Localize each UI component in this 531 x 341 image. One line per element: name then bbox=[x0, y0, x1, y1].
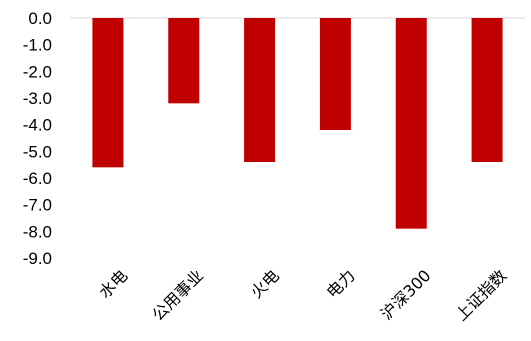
y-tick-label: 0.0 bbox=[28, 9, 52, 28]
bar-1 bbox=[168, 18, 200, 104]
bar-4 bbox=[395, 18, 427, 229]
y-tick-label: -1.0 bbox=[23, 36, 52, 55]
y-tick-label: -6.0 bbox=[23, 169, 52, 188]
bar-0 bbox=[92, 18, 124, 168]
y-tick-label: -4.0 bbox=[23, 116, 52, 135]
x-tick-label: 公用事业 bbox=[148, 266, 207, 325]
y-tick-label: -3.0 bbox=[23, 89, 52, 108]
y-tick-label: -8.0 bbox=[23, 222, 52, 241]
bar-5 bbox=[471, 18, 503, 162]
x-tick-label: 沪深300 bbox=[377, 266, 435, 324]
y-tick-label: -9.0 bbox=[23, 249, 52, 268]
y-tick-label: -7.0 bbox=[23, 196, 52, 215]
x-tick-label: 上证指数 bbox=[452, 266, 511, 325]
x-tick-label: 水电 bbox=[95, 266, 131, 302]
bar-3 bbox=[319, 18, 351, 130]
y-tick-label: -5.0 bbox=[23, 142, 52, 161]
x-tick-label: 火电 bbox=[247, 266, 283, 302]
y-tick-label: -2.0 bbox=[23, 62, 52, 81]
bar-2 bbox=[244, 18, 276, 162]
y-axis: 0.0 -1.0 -2.0 -3.0 -4.0 -5.0 -6.0 -7.0 -8.0 -9.0 bbox=[23, 9, 525, 268]
x-tick-label: 电力 bbox=[323, 266, 359, 302]
bars bbox=[92, 18, 503, 229]
x-axis-labels: 水电 公用事业 火电 电力 沪深300 上证指数 bbox=[95, 266, 510, 325]
